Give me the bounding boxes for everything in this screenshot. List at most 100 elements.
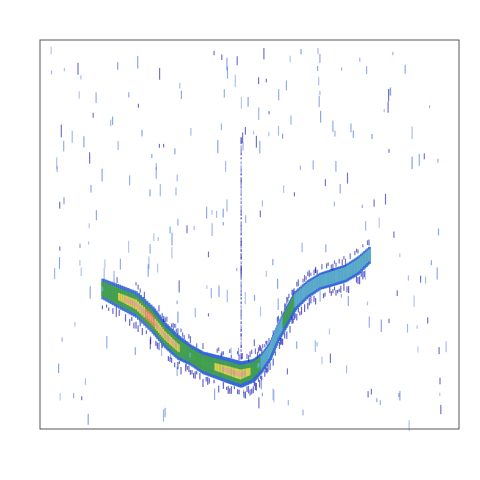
ridge-fringe [222, 351, 224, 355]
noise-mark [407, 275, 409, 281]
ridge-fringe [277, 315, 279, 321]
ridge-fringe [366, 240, 369, 245]
noise-mark [95, 210, 97, 221]
ridge-fringe [346, 286, 348, 293]
noise-mark [427, 317, 429, 324]
ridge-fringe [265, 367, 267, 373]
ridge-fringe [233, 386, 235, 390]
noise-mark [320, 110, 322, 123]
ridge-fringe [348, 286, 350, 294]
noise-mark [245, 215, 247, 223]
ridge-fringe [139, 288, 141, 293]
ridge-fringe [355, 248, 358, 253]
streak-segment [240, 165, 242, 171]
ridge-cell [111, 290, 115, 298]
noise-mark [74, 321, 76, 327]
noise-mark [153, 233, 155, 241]
ridge-cell [228, 368, 232, 374]
noise-mark [293, 192, 295, 197]
noise-mark [80, 267, 82, 277]
noise-mark [92, 112, 94, 118]
ridge-fringe [221, 351, 223, 357]
noise-mark [439, 392, 441, 396]
ridge-fringe [167, 356, 169, 361]
noise-mark [286, 368, 288, 375]
ridge-cell [341, 268, 345, 281]
ridge-cell [126, 298, 130, 303]
noise-mark [365, 221, 367, 231]
ridge-cell [334, 270, 338, 283]
ridge-fringe [175, 328, 177, 333]
noise-mark [106, 335, 108, 349]
ridge-cell [175, 343, 178, 349]
ridge-cell [222, 366, 225, 372]
ridge-fringe [101, 305, 103, 310]
ridge-cell [303, 285, 307, 299]
streak-segment [240, 173, 242, 176]
ridge-fringe [237, 389, 239, 395]
ridge-fringe [305, 276, 307, 280]
noise-mark [440, 404, 442, 415]
ridge-cell [178, 344, 182, 353]
ridge-fringe [293, 314, 295, 320]
streak-segment [240, 153, 242, 156]
streak-segment [240, 329, 242, 332]
ridge-cell [245, 368, 249, 377]
streak-segment [240, 197, 242, 201]
streak-segment [240, 161, 242, 165]
ridge-cell [367, 249, 371, 262]
noise-mark [171, 232, 173, 246]
noise-mark [371, 134, 373, 139]
ridge-fringe [182, 332, 184, 337]
ridge-fringe [326, 263, 328, 269]
noise-mark [175, 323, 177, 328]
noise-mark [128, 240, 130, 253]
noise-mark [268, 132, 270, 137]
ridge-cell [316, 277, 320, 290]
noise-mark [437, 158, 439, 163]
ridge-cell [181, 346, 185, 354]
noise-mark [263, 48, 265, 60]
ridge-fringe [177, 328, 179, 335]
noise-mark [388, 149, 390, 153]
noise-mark [157, 263, 159, 273]
noise-mark [217, 140, 219, 154]
noise-mark [177, 218, 179, 226]
ridge-cell [200, 358, 204, 365]
ridge-fringe [112, 308, 114, 314]
ridge-cell [122, 294, 126, 303]
ridge-fringe [335, 262, 337, 267]
ridge-cell [323, 273, 327, 286]
ridge-cell [201, 359, 205, 366]
noise-mark [253, 294, 256, 301]
noise-mark [222, 208, 224, 218]
noise-mark [221, 54, 223, 60]
ridge-fringe [264, 344, 266, 348]
ridge-fringe [161, 313, 163, 318]
noise-mark [438, 347, 440, 355]
streak-segment [240, 337, 242, 341]
ridge-cell [139, 306, 142, 311]
streak-segment [240, 249, 242, 252]
noise-mark [186, 225, 188, 234]
ridge-cell [349, 264, 353, 277]
noise-mark [300, 49, 302, 55]
noise-mark [247, 97, 249, 107]
ridge-fringe [238, 389, 240, 395]
noise-mark [87, 413, 89, 425]
noise-mark [211, 223, 213, 236]
noise-mark [226, 57, 228, 71]
ridge-cell [298, 289, 302, 303]
noise-mark [218, 285, 220, 297]
ridge-fringe [333, 260, 336, 264]
ridge-cell [331, 271, 335, 284]
streak-segment [240, 157, 242, 160]
noise-mark [164, 407, 166, 418]
noise-mark [137, 55, 139, 69]
streak-segment [240, 309, 242, 314]
noise-mark [104, 259, 106, 268]
ridge-fringe [261, 375, 263, 381]
noise-mark [370, 388, 372, 395]
ridge-fringe [131, 316, 133, 321]
